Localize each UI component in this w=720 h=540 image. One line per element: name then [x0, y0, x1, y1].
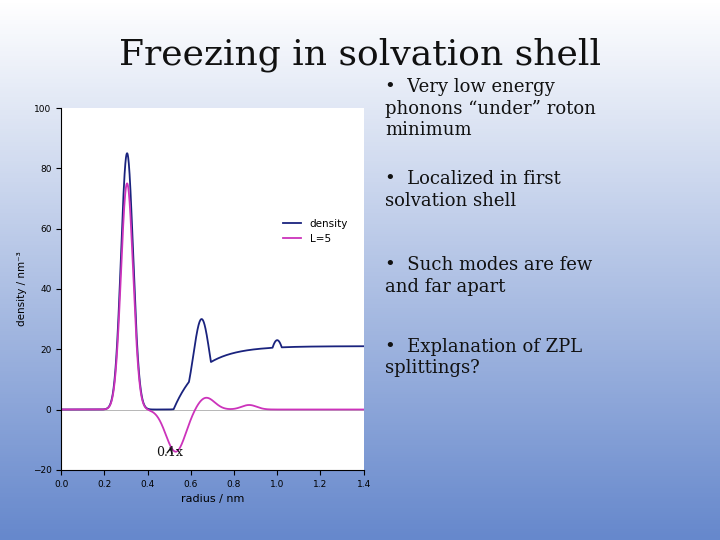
density [122, 150, 131, 157]
L=5 [171, 448, 180, 455]
Text: •  Explanation of ZPL
splittings?: • Explanation of ZPL splittings? [385, 338, 582, 377]
Text: Freezing in solvation shell: Freezing in solvation shell [119, 38, 601, 72]
L=5 [197, 398, 205, 404]
L=5 [359, 406, 368, 413]
density [57, 406, 66, 413]
Legend: density, L=5: density, L=5 [279, 214, 352, 248]
Text: •  Such modes are few
and far apart: • Such modes are few and far apart [385, 256, 593, 296]
Text: •  Very low energy
phonons “under” roton
minimum: • Very low energy phonons “under” roton … [385, 78, 596, 139]
density [295, 343, 304, 350]
density [351, 343, 359, 349]
L=5 [122, 180, 131, 187]
L=5 [72, 406, 81, 413]
L=5 [204, 395, 213, 401]
density [359, 343, 368, 349]
Text: 0.1x: 0.1x [156, 446, 183, 459]
Line: density: density [61, 153, 364, 409]
density [72, 406, 81, 413]
L=5 [57, 406, 66, 413]
density [204, 342, 212, 348]
density [196, 317, 204, 323]
density [351, 343, 359, 349]
L=5 [351, 406, 359, 413]
L=5 [295, 406, 304, 413]
L=5 [351, 406, 359, 413]
Line: L=5: L=5 [61, 184, 364, 451]
Y-axis label: density / nm⁻³: density / nm⁻³ [17, 252, 27, 326]
X-axis label: radius / nm: radius / nm [181, 494, 244, 504]
Text: •  Localized in first
solvation shell: • Localized in first solvation shell [385, 170, 561, 210]
